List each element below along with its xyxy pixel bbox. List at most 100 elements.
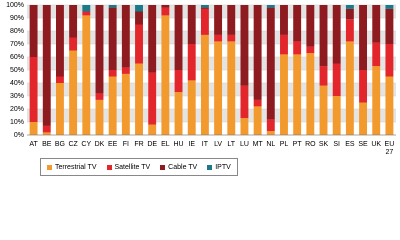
grid-band [27,31,396,44]
y-tick-label: 100% [6,2,24,9]
x-tick-label: NL [266,141,276,148]
bar-segment [69,50,78,135]
x-tick-label: EL [161,141,170,148]
x-tick-label: SK [318,141,329,148]
bar-segment [332,5,341,64]
bar-segment [148,5,157,73]
bar-segment [227,41,236,135]
bar-segment [161,15,170,135]
bar-segment [108,5,117,8]
x-tick-label: PT [292,141,302,148]
x-tick-label: EE [107,141,118,148]
bar-segment [95,93,104,100]
bar-segment [187,44,196,81]
bar-segment [200,8,209,35]
bar-segment [280,34,288,55]
x-tick-label: FR [134,141,144,148]
legend-label: Cable TV [168,163,198,171]
bar-segment [108,76,117,135]
legend-label: IPTV [215,163,231,171]
x-tick-label: FI [122,141,129,148]
x-tick-label: DK [94,141,105,148]
bar-segment [55,5,64,77]
legend-swatch [207,164,213,170]
x-tick-label: ES [345,141,355,148]
bar-segment [266,7,275,120]
bar-segment [200,34,209,135]
bar-segment [345,8,354,20]
legend-item: Terrestrial TV [47,164,97,171]
chart: 0% 10% 20% 30% 40% 50% 60% 70% 80% 90% 100% Terres… [6,2,396,176]
bar-segment [187,80,196,135]
y-tick-label: 0% [14,132,24,139]
bar-segment [253,5,262,100]
bar-segment [319,5,328,67]
bar-segment [55,83,64,135]
legend-item: IPTV [207,164,231,171]
bar-segment [359,70,368,103]
bar-segment [135,11,143,25]
legend-item: Satellite TV [106,163,151,171]
x-tick-label: SE [358,141,368,148]
bar-segment [266,119,275,132]
x-tick-label: DE [147,141,158,148]
bar-segment [293,5,302,42]
x-tick-label: BG [54,141,65,148]
x-tick-label: LT [227,141,236,148]
bar-segment [385,44,394,77]
bar-segment [29,57,38,122]
x-tick-label: IE [188,141,196,148]
x-tick-label: IT [201,141,209,148]
bar-segment [29,122,38,135]
bar-segment [69,5,78,38]
bar-segment [359,102,368,135]
bar-segment [319,85,328,135]
bar-segment [240,5,249,86]
chart-svg: 0% 10% 20% 30% 40% 50% 60% 70% 80% 90% 100% [6,2,396,139]
grid-band [27,5,396,18]
bar-segment [82,15,91,135]
legend-label: Terrestrial TV [55,163,97,171]
legend-label: Satellite TV [114,163,151,171]
bar-segment [319,66,328,86]
bar-segment [345,41,354,135]
bar-segment [148,72,157,125]
bar-segment [385,76,394,135]
bar-segment [306,53,315,135]
bar-segment [372,66,381,135]
legend-swatch [160,164,166,170]
bar-segment [187,5,196,44]
x-tick-label: AT [29,141,38,148]
x-tick-label: MT [252,141,263,148]
bar-segment [266,131,275,135]
y-tick-label: 40% [10,80,24,87]
bar-segment [55,76,64,83]
legend-swatch [106,164,112,170]
bar-segment [121,5,130,68]
bar-segment [174,92,183,135]
bar-segment [108,70,117,77]
bar-segment [174,70,183,93]
grid-band [27,57,396,70]
bar-segment [293,41,302,55]
x-tick-label: CZ [68,141,78,148]
bar-segment [240,118,249,135]
x-tick-label: SI [333,141,340,148]
y-tick-label: 30% [10,93,24,100]
bar-segment [227,5,236,35]
x-tick-label: BE [42,141,52,148]
bar-segment [266,5,275,8]
x-tick-label: LV [214,141,223,148]
bar-segment [385,8,394,44]
x-tick-label: HU [173,141,184,148]
bar-segment [82,5,91,12]
bar-segment [82,11,91,16]
grid-band [27,109,396,122]
bar-segment [121,73,130,135]
bar-segment [135,24,143,64]
bar-segment [200,5,209,8]
bar-segment [174,5,183,70]
bar-segment [372,5,381,43]
bar-segment [227,34,236,42]
bar-segment [240,85,249,119]
